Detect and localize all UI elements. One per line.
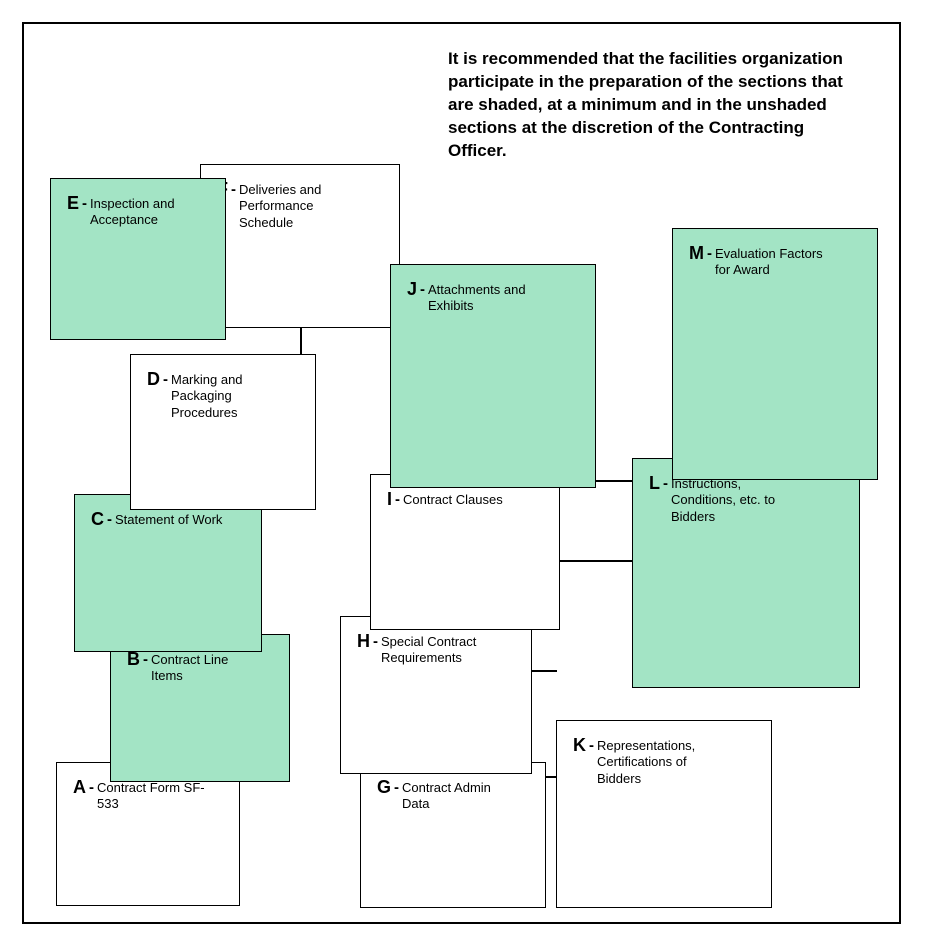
card-title: Representations, Certifications of Bidde… — [597, 738, 707, 787]
card-title: Inspection and Acceptance — [90, 196, 200, 229]
card-title: Contract Line Items — [151, 652, 261, 685]
card-C: C-Statement of Work — [74, 494, 262, 652]
diagram-canvas: It is recommended that the facilities or… — [0, 0, 925, 948]
card-title: Statement of Work — [115, 512, 222, 528]
recommendation-note: It is recommended that the facilities or… — [448, 48, 848, 163]
card-dash: - — [394, 779, 399, 796]
card-dash: - — [82, 195, 87, 212]
card-title: Contract Form SF-533 — [97, 780, 207, 813]
card-M: M-Evaluation Factors for Award — [672, 228, 878, 480]
card-letter: A — [73, 777, 86, 798]
card-title: Evaluation Factors for Award — [715, 246, 825, 279]
card-title: Deliveries and Performance Schedule — [239, 182, 349, 231]
card-dash: - — [663, 475, 668, 492]
card-dash: - — [707, 245, 712, 262]
card-letter: I — [387, 489, 392, 510]
card-letter: L — [649, 473, 660, 494]
connector-line — [560, 560, 633, 562]
card-F: F-Deliveries and Performance Schedule — [200, 164, 400, 328]
card-dash: - — [107, 511, 112, 528]
card-letter: C — [91, 509, 104, 530]
card-title: Contract Clauses — [403, 492, 503, 508]
card-G: G-Contract Admin Data — [360, 762, 546, 908]
card-dash: - — [231, 181, 236, 198]
card-letter: K — [573, 735, 586, 756]
card-letter: G — [377, 777, 391, 798]
card-dash: - — [373, 633, 378, 650]
card-dash: - — [163, 371, 168, 388]
card-letter: J — [407, 279, 417, 300]
card-title: Special Contract Requirements — [381, 634, 491, 667]
card-letter: M — [689, 243, 704, 264]
card-H: H-Special Contract Requirements — [340, 616, 532, 774]
card-letter: H — [357, 631, 370, 652]
card-dash: - — [143, 651, 148, 668]
card-E: E-Inspection and Acceptance — [50, 178, 226, 340]
card-letter: E — [67, 193, 79, 214]
card-title: Contract Admin Data — [402, 780, 512, 813]
card-letter: B — [127, 649, 140, 670]
card-letter: D — [147, 369, 160, 390]
card-K: K-Representations, Certifications of Bid… — [556, 720, 772, 908]
card-title: Instructions, Conditions, etc. to Bidder… — [671, 476, 781, 525]
card-dash: - — [395, 491, 400, 508]
card-I: I-Contract Clauses — [370, 474, 560, 630]
card-dash: - — [420, 281, 425, 298]
connector-line — [532, 670, 557, 672]
card-title: Attachments and Exhibits — [428, 282, 538, 315]
card-J: J-Attachments and Exhibits — [390, 264, 596, 488]
card-title: Marking and Packaging Procedures — [171, 372, 281, 421]
connector-line — [300, 328, 302, 357]
card-dash: - — [89, 779, 94, 796]
card-A: A-Contract Form SF-533 — [56, 762, 240, 906]
card-D: D-Marking and Packaging Procedures — [130, 354, 316, 510]
card-B: B-Contract Line Items — [110, 634, 290, 782]
card-dash: - — [589, 737, 594, 754]
connector-line — [596, 480, 633, 482]
card-L: L-Instructions, Conditions, etc. to Bidd… — [632, 458, 860, 688]
